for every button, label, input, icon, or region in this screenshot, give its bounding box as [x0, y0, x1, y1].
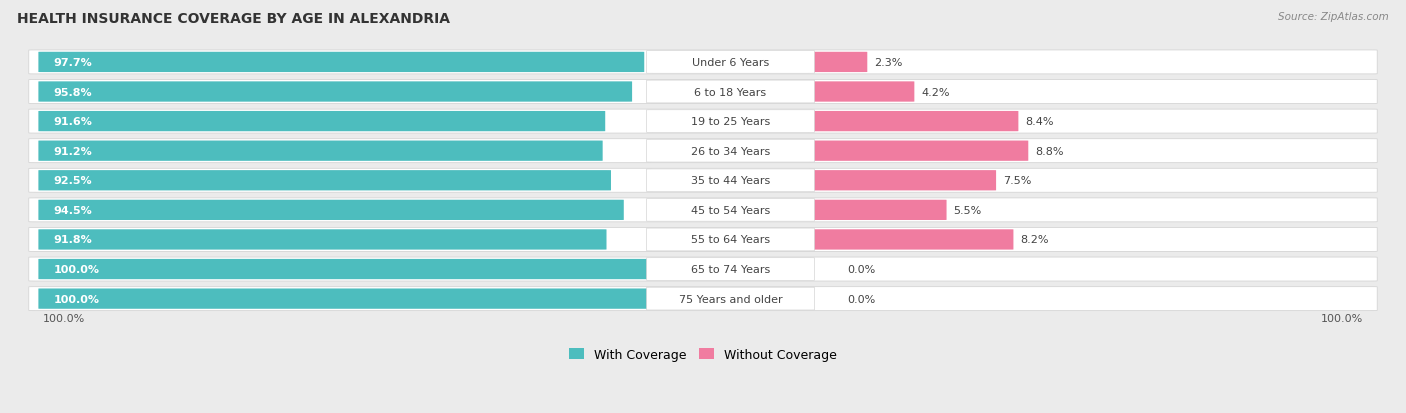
Text: 91.6%: 91.6% [53, 117, 93, 127]
Text: 97.7%: 97.7% [53, 58, 93, 68]
Text: 65 to 74 Years: 65 to 74 Years [690, 264, 770, 274]
FancyBboxPatch shape [38, 82, 633, 102]
Text: 55 to 64 Years: 55 to 64 Years [690, 235, 770, 245]
FancyBboxPatch shape [28, 110, 1378, 134]
FancyBboxPatch shape [38, 141, 603, 161]
FancyBboxPatch shape [28, 198, 1378, 222]
FancyBboxPatch shape [647, 228, 814, 251]
FancyBboxPatch shape [801, 230, 1014, 250]
Text: 100.0%: 100.0% [1322, 313, 1364, 324]
Text: 100.0%: 100.0% [53, 294, 100, 304]
FancyBboxPatch shape [801, 200, 946, 221]
Text: 6 to 18 Years: 6 to 18 Years [695, 87, 766, 97]
FancyBboxPatch shape [38, 52, 644, 73]
FancyBboxPatch shape [28, 169, 1378, 193]
Text: 91.2%: 91.2% [53, 146, 93, 156]
FancyBboxPatch shape [28, 51, 1378, 75]
Text: 7.5%: 7.5% [1002, 176, 1032, 186]
Text: 19 to 25 Years: 19 to 25 Years [690, 117, 770, 127]
Text: 8.2%: 8.2% [1021, 235, 1049, 245]
Text: Source: ZipAtlas.com: Source: ZipAtlas.com [1278, 12, 1389, 22]
FancyBboxPatch shape [647, 81, 814, 104]
Text: HEALTH INSURANCE COVERAGE BY AGE IN ALEXANDRIA: HEALTH INSURANCE COVERAGE BY AGE IN ALEX… [17, 12, 450, 26]
Text: 0.0%: 0.0% [848, 264, 876, 274]
FancyBboxPatch shape [647, 169, 814, 192]
FancyBboxPatch shape [38, 200, 624, 221]
Text: 8.8%: 8.8% [1035, 146, 1064, 156]
FancyBboxPatch shape [38, 230, 606, 250]
FancyBboxPatch shape [647, 52, 814, 74]
Text: 92.5%: 92.5% [53, 176, 93, 186]
FancyBboxPatch shape [38, 259, 659, 280]
Text: 35 to 44 Years: 35 to 44 Years [690, 176, 770, 186]
FancyBboxPatch shape [38, 112, 605, 132]
Text: 0.0%: 0.0% [848, 294, 876, 304]
FancyBboxPatch shape [28, 287, 1378, 311]
Text: 45 to 54 Years: 45 to 54 Years [690, 205, 770, 215]
FancyBboxPatch shape [647, 140, 814, 163]
FancyBboxPatch shape [801, 52, 868, 73]
FancyBboxPatch shape [647, 287, 814, 310]
Text: 95.8%: 95.8% [53, 87, 93, 97]
Legend: With Coverage, Without Coverage: With Coverage, Without Coverage [564, 343, 842, 366]
FancyBboxPatch shape [28, 80, 1378, 104]
FancyBboxPatch shape [647, 110, 814, 133]
Text: 26 to 34 Years: 26 to 34 Years [690, 146, 770, 156]
FancyBboxPatch shape [38, 171, 612, 191]
Text: 91.8%: 91.8% [53, 235, 93, 245]
Text: 8.4%: 8.4% [1025, 117, 1053, 127]
FancyBboxPatch shape [801, 112, 1018, 132]
Text: 5.5%: 5.5% [953, 205, 981, 215]
FancyBboxPatch shape [28, 257, 1378, 281]
Text: 100.0%: 100.0% [53, 264, 100, 274]
FancyBboxPatch shape [28, 139, 1378, 163]
Text: 4.2%: 4.2% [921, 87, 949, 97]
FancyBboxPatch shape [801, 171, 995, 191]
FancyBboxPatch shape [647, 199, 814, 222]
Text: 2.3%: 2.3% [875, 58, 903, 68]
FancyBboxPatch shape [647, 258, 814, 281]
FancyBboxPatch shape [38, 289, 659, 309]
FancyBboxPatch shape [28, 228, 1378, 252]
FancyBboxPatch shape [801, 141, 1028, 161]
FancyBboxPatch shape [801, 82, 914, 102]
Text: 75 Years and older: 75 Years and older [679, 294, 782, 304]
Text: 100.0%: 100.0% [42, 313, 84, 324]
Text: Under 6 Years: Under 6 Years [692, 58, 769, 68]
Text: 94.5%: 94.5% [53, 205, 93, 215]
